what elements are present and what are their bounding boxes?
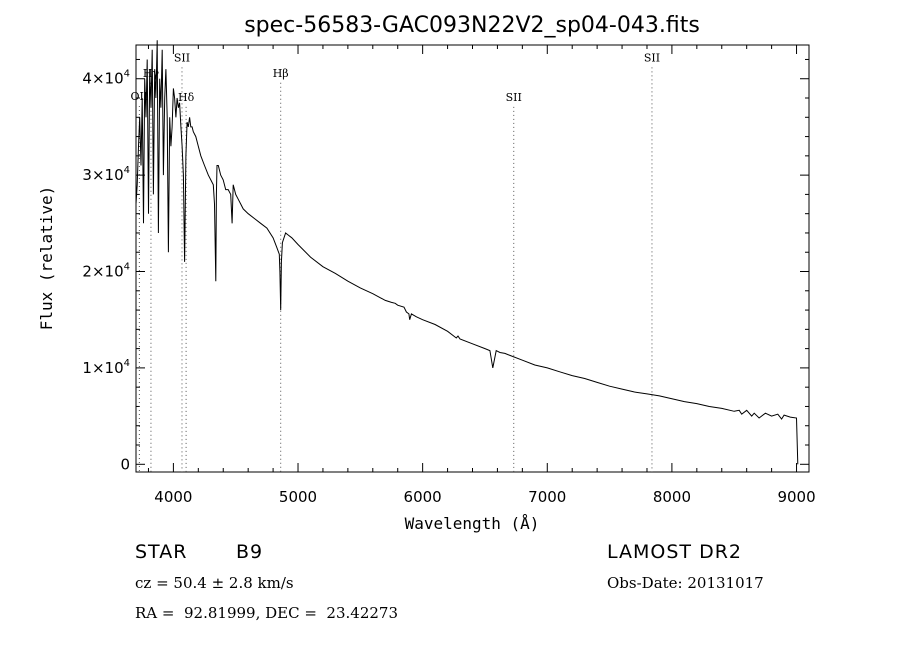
x-tick-label: 4000	[154, 488, 192, 506]
coordinates: RA = 92.81999, DEC = 23.42273	[135, 604, 399, 622]
y-tick-label: 2×104	[82, 262, 130, 281]
object-subclass: B9	[236, 541, 264, 563]
y-tick-label: 4×104	[82, 69, 130, 88]
survey-name: LAMOST DR2	[607, 541, 742, 563]
x-tick-label: 5000	[279, 488, 317, 506]
x-axis-label: Wavelength (Å)	[405, 514, 540, 533]
x-axis-ticks: 4000 5000 6000 7000 8000 9000	[147, 45, 816, 506]
line-marker-label: OII	[131, 90, 149, 103]
line-marker-label: SII	[506, 91, 522, 104]
object-class: STAR	[135, 541, 188, 563]
y-tick-label: 1×104	[82, 358, 130, 377]
line-marker-label: Hδ	[178, 91, 195, 104]
y-axis-ticks: 0 1×104 2×104 3×104 4×104	[82, 58, 809, 473]
line-marker-label: SII	[644, 51, 660, 64]
y-axis-label: Flux (relative)	[37, 186, 56, 331]
x-tick-label: 6000	[404, 488, 442, 506]
redshift-velocity: cz = 50.4 ± 2.8 km/s	[135, 574, 294, 592]
x-tick-label: 9000	[777, 488, 815, 506]
x-tick-label: 7000	[528, 488, 566, 506]
observation-date: Obs-Date: 20131017	[607, 574, 764, 592]
plot-frame	[135, 44, 810, 473]
y-tick-label: 3×104	[82, 165, 130, 184]
line-marker-label: SII	[174, 51, 190, 64]
chart-title: spec-56583-GAC093N22V2_sp04-043.fits	[244, 13, 700, 38]
line-marker-label: Hβ	[273, 67, 289, 80]
spectrum-line	[135, 40, 799, 465]
y-tick-label: 0	[120, 455, 130, 473]
x-tick-label: 8000	[653, 488, 691, 506]
